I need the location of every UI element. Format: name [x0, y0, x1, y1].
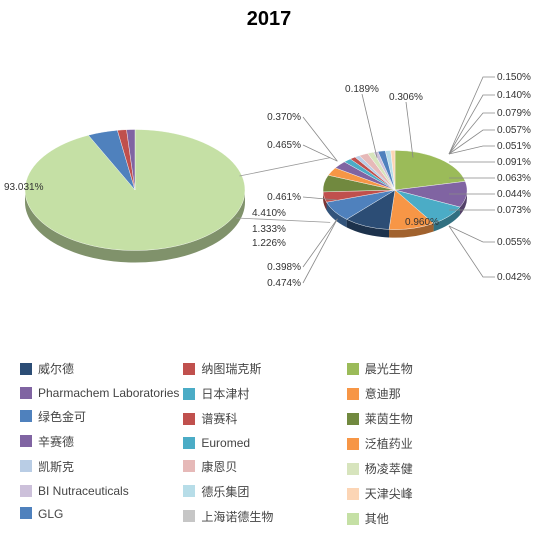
svg-text:0.189%: 0.189% — [345, 84, 379, 95]
legend-label: 天津尖峰 — [365, 487, 413, 501]
legend-item: 天津尖峰 — [347, 485, 507, 502]
legend-item: 威尔德 — [20, 360, 180, 377]
legend-item: 绿色金可 — [20, 408, 180, 425]
legend-item: GLG — [20, 506, 180, 521]
legend-swatch — [183, 485, 195, 497]
svg-text:0.150%: 0.150% — [497, 72, 531, 83]
legend-item: 德乐集团 — [183, 483, 343, 500]
legend-item: 谱赛科 — [183, 410, 343, 427]
legend-label: 谱赛科 — [201, 412, 237, 426]
legend-swatch — [20, 460, 32, 472]
svg-text:0.306%: 0.306% — [389, 92, 423, 103]
svg-text:0.465%: 0.465% — [267, 140, 301, 151]
legend-swatch — [20, 485, 32, 497]
svg-text:4.410%: 4.410% — [252, 208, 286, 219]
legend-label: 晨光生物 — [365, 362, 413, 376]
pie-chart: 93.031% 4.410% 1.333% 1.226% 0.189% 0.306% 0.3… — [0, 40, 538, 340]
legend-swatch — [347, 463, 359, 475]
legend-label: 意迪那 — [365, 387, 401, 401]
legend-label: 纳图瑞克斯 — [201, 362, 261, 376]
legend-swatch — [183, 437, 195, 449]
legend-item: BI Nutraceuticals — [20, 483, 180, 498]
svg-text:0.140%: 0.140% — [497, 90, 531, 101]
legend-item: Pharmachem Laboratories — [20, 385, 180, 400]
legend-label: 凯斯克 — [38, 460, 74, 474]
legend-label: Euromed — [201, 436, 250, 450]
legend-swatch — [20, 387, 32, 399]
legend-item: 意迪那 — [347, 385, 507, 402]
main-pie — [25, 130, 245, 263]
svg-text:0.960%: 0.960% — [405, 217, 439, 228]
svg-text:0.091%: 0.091% — [497, 157, 531, 168]
legend-swatch — [183, 460, 195, 472]
detail-pie — [323, 150, 467, 237]
svg-text:93.031%: 93.031% — [4, 182, 44, 193]
svg-text:0.051%: 0.051% — [497, 141, 531, 152]
legend-item: 泛植药业 — [347, 435, 507, 452]
svg-text:0.370%: 0.370% — [267, 112, 301, 123]
legend-item: 上海诺德生物 — [183, 508, 343, 525]
svg-text:0.055%: 0.055% — [497, 237, 531, 248]
svg-text:0.474%: 0.474% — [267, 278, 301, 289]
legend-swatch — [20, 435, 32, 447]
legend-label: 威尔德 — [38, 362, 74, 376]
legend-swatch — [347, 363, 359, 375]
svg-text:0.461%: 0.461% — [267, 192, 301, 203]
legend-label: 杨凌萃健 — [365, 462, 413, 476]
legend-item: 其他 — [347, 510, 507, 527]
legend-item: 康恩贝 — [183, 458, 343, 475]
legend-label: 其他 — [365, 512, 389, 526]
svg-text:0.042%: 0.042% — [497, 272, 531, 283]
legend-label: GLG — [38, 506, 63, 520]
legend-item: Euromed — [183, 435, 343, 450]
svg-text:0.063%: 0.063% — [497, 173, 531, 184]
legend-swatch — [20, 410, 32, 422]
svg-text:0.079%: 0.079% — [497, 108, 531, 119]
legend-swatch — [183, 388, 195, 400]
legend-swatch — [20, 507, 32, 519]
legend-label: 泛植药业 — [365, 437, 413, 451]
legend-swatch — [347, 413, 359, 425]
chart-title: 2017 — [0, 8, 538, 31]
legend-swatch — [347, 513, 359, 525]
legend-swatch — [347, 488, 359, 500]
svg-text:0.044%: 0.044% — [497, 189, 531, 200]
svg-text:1.333%: 1.333% — [252, 224, 286, 235]
legend-swatch — [183, 413, 195, 425]
legend-label: 上海诺德生物 — [201, 510, 273, 524]
legend-swatch — [183, 363, 195, 375]
legend-label: 辛赛德 — [38, 435, 74, 449]
legend-label: BI Nutraceuticals — [38, 484, 129, 498]
legend-swatch — [20, 363, 32, 375]
legend-item: 纳图瑞克斯 — [183, 360, 343, 377]
legend-label: 德乐集团 — [201, 485, 249, 499]
legend-label: 绿色金可 — [38, 410, 86, 424]
legend-item: 莱茵生物 — [347, 410, 507, 427]
legend-swatch — [183, 510, 195, 522]
legend-label: Pharmachem Laboratories — [38, 386, 179, 400]
legend-item: 晨光生物 — [347, 360, 507, 377]
legend-label: 莱茵生物 — [365, 412, 413, 426]
legend-item: 日本津村 — [183, 385, 343, 402]
svg-text:1.226%: 1.226% — [252, 238, 286, 249]
legend-item: 辛赛德 — [20, 433, 180, 450]
legend-label: 康恩贝 — [201, 460, 237, 474]
legend-label: 日本津村 — [201, 387, 249, 401]
svg-text:0.057%: 0.057% — [497, 125, 531, 136]
legend: 威尔德 Pharmachem Laboratories 绿色金可辛赛德凯斯克 BI N… — [20, 360, 520, 535]
legend-swatch — [347, 388, 359, 400]
legend-item: 凯斯克 — [20, 458, 180, 475]
legend-item: 杨凌萃健 — [347, 460, 507, 477]
svg-text:0.073%: 0.073% — [497, 205, 531, 216]
svg-text:0.398%: 0.398% — [267, 262, 301, 273]
legend-swatch — [347, 438, 359, 450]
